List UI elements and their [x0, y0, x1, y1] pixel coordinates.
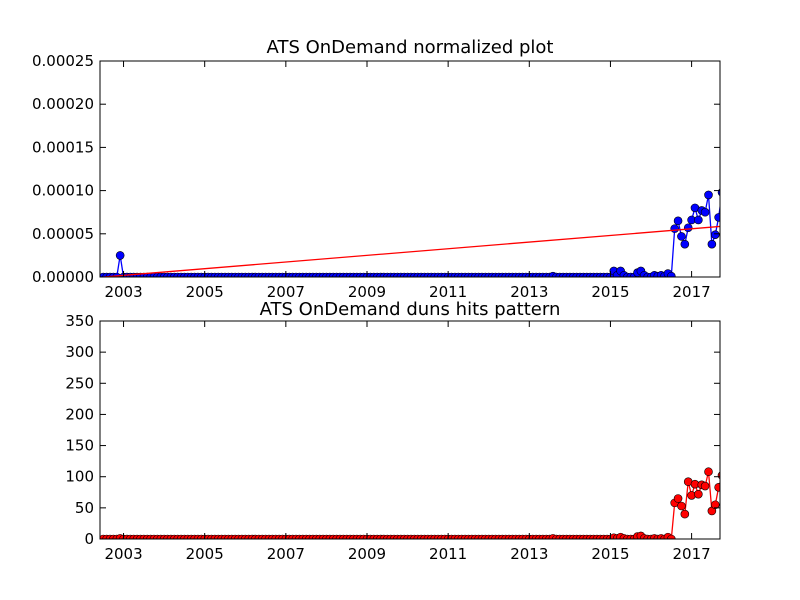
- chart-normalized-x-tick-label: 2003: [104, 283, 142, 301]
- chart-duns-hits-data-point: [673, 494, 683, 503]
- chart-duns-hits-x-tick-label: 2009: [348, 545, 386, 563]
- chart-normalized-x-tick-label: 2015: [591, 283, 629, 301]
- chart-normalized-title: ATS OnDemand normalized plot: [267, 37, 554, 58]
- chart-duns-hits-frame: [99, 320, 721, 540]
- chart-normalized-y-tick-label: 0.00000: [32, 268, 94, 286]
- chart-normalized-x-tick-label: 2011: [429, 283, 467, 301]
- chart-duns-hits-y-tick-label: 50: [75, 499, 94, 517]
- chart-duns-hits-x-tick-label: 2017: [673, 545, 711, 563]
- chart-duns-hits-data-point: [710, 500, 720, 510]
- chart-duns-hits-data-point: [667, 534, 676, 539]
- chart-normalized-data-point: [667, 271, 676, 277]
- chart-normalized-x-tick-label: 2005: [186, 283, 224, 301]
- chart-normalized-y-tick-label: 0.00005: [32, 225, 94, 243]
- chart-duns-hits-x-tick-label: 2005: [186, 545, 224, 563]
- chart-normalized-x-tick-label: 2017: [673, 283, 711, 301]
- chart-normalized-data-point: [683, 223, 693, 233]
- chart-normalized-y-tick-label: 0.00015: [32, 138, 94, 156]
- chart-duns-hits-data-point: [700, 481, 710, 491]
- chart-normalized-data-point: [673, 216, 683, 226]
- chart-duns-hits-data-point: [677, 501, 686, 511]
- chart-duns-hits-y-tick-label: 300: [65, 343, 94, 361]
- chart-normalized-series-line-1: [103, 225, 720, 277]
- chart-normalized-data-point: [677, 232, 686, 241]
- chart-normalized-data-point: [700, 207, 710, 217]
- chart-duns-hits: ATS OnDemand duns hits pattern 2003 2005 2…: [65, 299, 721, 563]
- chart-duns-hits-x-tick-label: 2013: [510, 545, 548, 563]
- chart-normalized-x-tick-label: 2013: [510, 283, 548, 301]
- chart-duns-hits-x-tick-label: 2011: [429, 545, 467, 563]
- chart-duns-hits-axes: 2003 2005 2007 2009 2011 2013 2015 2017 0 50 100 15…: [65, 312, 721, 563]
- chart-normalized-x-tick-label: 2007: [267, 283, 305, 301]
- chart-duns-hits-y-tick-label: 0: [84, 530, 94, 548]
- chart-duns-hits-y-tick-label: 250: [65, 374, 94, 392]
- chart-normalized-data-point: [115, 251, 125, 260]
- chart-normalized-frame: [99, 60, 721, 278]
- chart-normalized-data-point: [707, 239, 717, 249]
- chart-normalized-plot-area: [100, 188, 720, 277]
- chart-normalized-data-point: [670, 224, 679, 233]
- chart-duns-hits-y-tick-label: 150: [65, 437, 94, 455]
- chart-duns-hits-y-tick-label: 200: [65, 405, 94, 423]
- chart-normalized-y-tick-label: 0.00010: [32, 182, 94, 200]
- chart-normalized-data-point: [694, 215, 703, 225]
- chart-normalized-axes: 2003 2005 2007 2009 2011 2013 2015 2017 0.00000 0…: [32, 52, 721, 301]
- chart-normalized-y-tick-label: 0.00020: [32, 95, 94, 113]
- chart-duns-hits-x-tick-label: 2015: [591, 545, 629, 563]
- chart-duns-hits-data-point: [714, 483, 720, 492]
- chart-duns-hits-y-tick-label: 100: [65, 468, 94, 486]
- chart-normalized-x-tick-label: 2009: [348, 283, 386, 301]
- chart-normalized: ATS OnDemand normalized plot 2003 2005 200…: [32, 37, 721, 301]
- chart-normalized-data-point: [704, 190, 713, 200]
- chart-normalized-data-point: [680, 239, 690, 249]
- chart-duns-hits-data-point: [704, 467, 713, 477]
- chart-normalized-y-tick-label: 0.00025: [32, 52, 94, 70]
- chart-duns-hits-x-tick-label: 2007: [267, 545, 305, 563]
- chart-duns-hits-y-tick-label: 350: [65, 312, 94, 330]
- chart-normalized-data-point: [710, 230, 720, 239]
- chart-duns-hits-x-tick-label: 2003: [104, 545, 142, 563]
- chart-duns-hits-plot-area: [100, 467, 720, 539]
- chart-duns-hits-data-point: [680, 509, 690, 519]
- chart-duns-hits-data-point: [694, 489, 703, 499]
- chart-normalized-data-point: [714, 213, 720, 222]
- chart-duns-hits-title: ATS OnDemand duns hits pattern: [260, 299, 561, 320]
